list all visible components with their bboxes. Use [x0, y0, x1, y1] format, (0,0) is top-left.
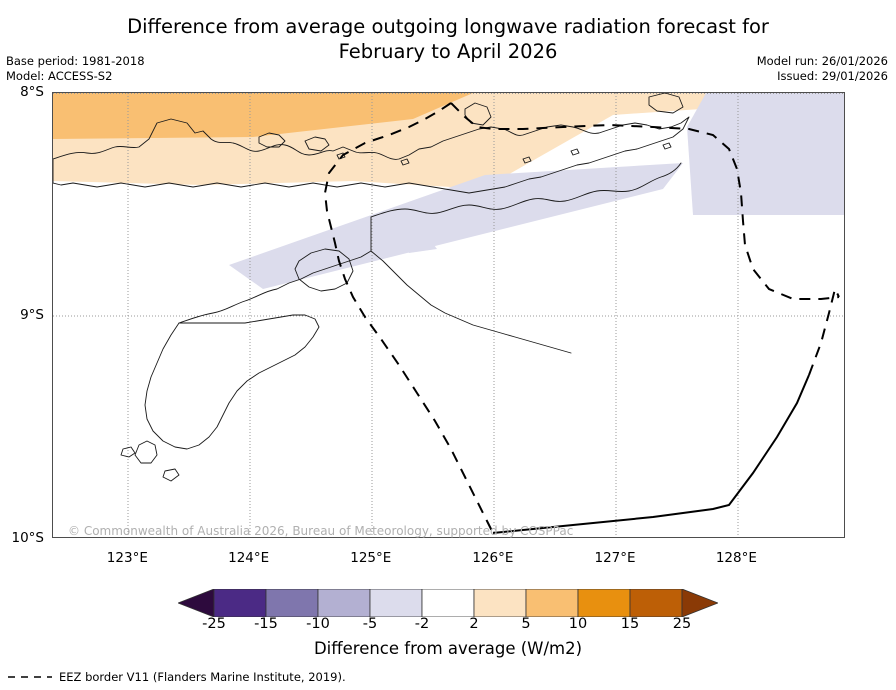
- model-text: Model: ACCESS-S2: [6, 68, 113, 83]
- coastline-tiny-4: [570, 148, 580, 156]
- coastline-islet-d: [648, 93, 684, 114]
- coastline-north-chain: [53, 116, 690, 194]
- coastline-tiny-5: [662, 142, 672, 150]
- graticule-layer: [53, 93, 844, 537]
- eez-border-dashed-east: [808, 286, 840, 376]
- coastline-islet-c: [464, 102, 492, 126]
- colorbar-segment-0: [213, 589, 267, 617]
- x-tick-125°E: 125°E: [350, 550, 392, 566]
- coastline-timor-north: [370, 162, 682, 218]
- colorbar-segment-7: [577, 589, 631, 617]
- y-tick-9°S: 9°S: [20, 307, 44, 323]
- colorbar-tick--5: -5: [362, 616, 378, 632]
- y-tick-10°S: 10°S: [11, 530, 45, 546]
- coastline-east-arm: [370, 250, 572, 354]
- colorbar-tick-25: 25: [672, 616, 692, 632]
- y-tick-8°S: 8°S: [20, 84, 44, 100]
- colorbar-extend-max: [681, 589, 718, 617]
- page-title: Difference from average outgoing longwav…: [0, 14, 896, 64]
- eez-dash-sample-icon: [8, 676, 52, 678]
- colorbar-segment-8: [629, 589, 683, 617]
- colorbar-canvas: [178, 589, 718, 617]
- colorbar-segment-1: [265, 589, 319, 617]
- colorbar-tick--25: -25: [202, 616, 226, 632]
- eez-border-dashed-west: [323, 102, 494, 534]
- coastline-small-south: [162, 468, 180, 482]
- eez-border-dashed: [450, 102, 840, 300]
- metadata-right: Model run: 26/01/2026 Issued: 29/01/2026: [757, 54, 888, 83]
- title-line-2: February to April 2026: [338, 40, 558, 63]
- colorbar-tick--2: -2: [414, 616, 430, 632]
- coastline-tiny-1: [336, 152, 346, 160]
- colorbar-segment-4: [421, 589, 475, 617]
- x-tick-124°E: 124°E: [228, 550, 270, 566]
- colorbar-segment-5: [473, 589, 527, 617]
- eez-border-solid-south: [492, 374, 810, 534]
- metadata-left: Base period: 1981-2018 Model: ACCESS-S2: [6, 54, 145, 83]
- coastline-tiny-3: [522, 156, 532, 164]
- map-canvas: [53, 93, 844, 537]
- map-plot: [52, 92, 845, 538]
- colorbar-tick--15: -15: [254, 616, 278, 632]
- colorbar-axis-label: Difference from average (W/m2): [313, 639, 583, 658]
- region-central-cool-wedge: [229, 163, 683, 289]
- coastline-islet-a: [258, 132, 286, 148]
- eez-legend: EEZ border V11 (Flanders Marine Institut…: [6, 670, 346, 684]
- title-line-1: Difference from average outgoing longwav…: [127, 15, 769, 38]
- colorbar-segment-6: [525, 589, 579, 617]
- eez-border-layer: [323, 102, 840, 534]
- colorbar-segment-2: [317, 589, 371, 617]
- colorbar-tick-10: 10: [568, 616, 588, 632]
- colorbar-segment-3: [369, 589, 423, 617]
- coastline-timor-west: [144, 314, 320, 450]
- colorbar-tick-15: 15: [620, 616, 640, 632]
- colorbar-tick--10: -10: [306, 616, 330, 632]
- issued-text: Issued: 29/01/2026: [777, 68, 888, 83]
- coastline-semau-island: [134, 440, 158, 464]
- colorbar-extend-min: [178, 589, 215, 617]
- map-frame: [52, 92, 845, 538]
- anomaly-shading-layer: [53, 93, 844, 289]
- x-tick-127°E: 127°E: [594, 550, 636, 566]
- coastline-islet-b: [304, 136, 330, 152]
- coastline-tiny-2: [400, 158, 410, 166]
- region-northeast-cool-patch: [687, 93, 844, 215]
- colorbar-tick-labels: -25 -15 -10 -5 -2 2 5 10 15 25: [178, 616, 718, 636]
- x-tick-128°E: 128°E: [715, 550, 757, 566]
- colorbar-tick-2: 2: [469, 616, 479, 632]
- model-run-text: Model run: 26/01/2026: [756, 54, 888, 68]
- region-mid-cool-speck: [403, 241, 437, 253]
- copyright-watermark: © Commonwealth of Australia 2026, Bureau…: [68, 524, 574, 538]
- eez-legend-text: EEZ border V11 (Flanders Marine Institut…: [59, 670, 346, 684]
- region-northwest-warm-core: [53, 93, 473, 139]
- colorbar: [178, 589, 718, 617]
- coastline-rote-islet: [120, 446, 136, 458]
- coastline-timor-south: [178, 216, 372, 324]
- x-tick-123°E: 123°E: [106, 550, 148, 566]
- x-tick-126°E: 126°E: [472, 550, 514, 566]
- colorbar-tick-5: 5: [521, 616, 531, 632]
- base-period-text: Base period: 1981-2018: [6, 54, 145, 68]
